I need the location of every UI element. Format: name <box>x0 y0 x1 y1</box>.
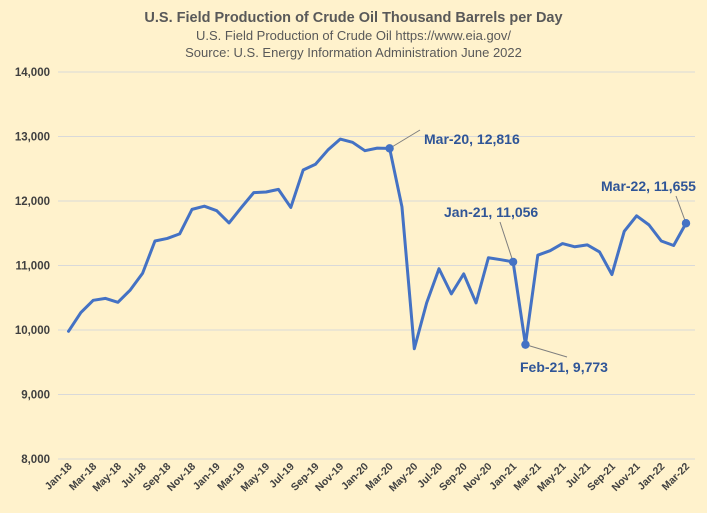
annotation-leader <box>525 344 568 358</box>
annotation-leader <box>389 129 421 149</box>
y-tick-label: 9,000 <box>21 390 50 402</box>
data-point-marker <box>681 219 691 228</box>
y-tick-label: 8,000 <box>21 454 50 466</box>
chart-title: U.S. Field Production of Crude Oil Thous… <box>144 10 562 26</box>
y-tick-label: 14,000 <box>15 67 50 79</box>
data-label: Jan-21, 11,056 <box>444 204 538 220</box>
annotation-leader <box>499 221 514 263</box>
y-tick-label: 12,000 <box>15 196 50 208</box>
y-tick-label: 13,000 <box>15 132 50 144</box>
data-point-marker <box>521 340 530 349</box>
y-tick-label: 10,000 <box>15 325 50 337</box>
data-point-marker <box>508 257 518 267</box>
data-point-marker <box>385 144 394 153</box>
data-label: Mar-22, 11,655 <box>601 178 696 194</box>
y-tick-label: 11,000 <box>15 261 50 273</box>
data-label: Feb-21, 9,773 <box>520 359 608 375</box>
data-label: Mar-20, 12,816 <box>424 131 520 147</box>
chart-subtitle-1: U.S. Field Production of Crude Oil https… <box>196 28 511 43</box>
series-line-0 <box>67 137 688 351</box>
chart-subtitle-2: Source: U.S. Energy Information Administ… <box>185 45 522 60</box>
annotation-leader <box>675 195 687 224</box>
